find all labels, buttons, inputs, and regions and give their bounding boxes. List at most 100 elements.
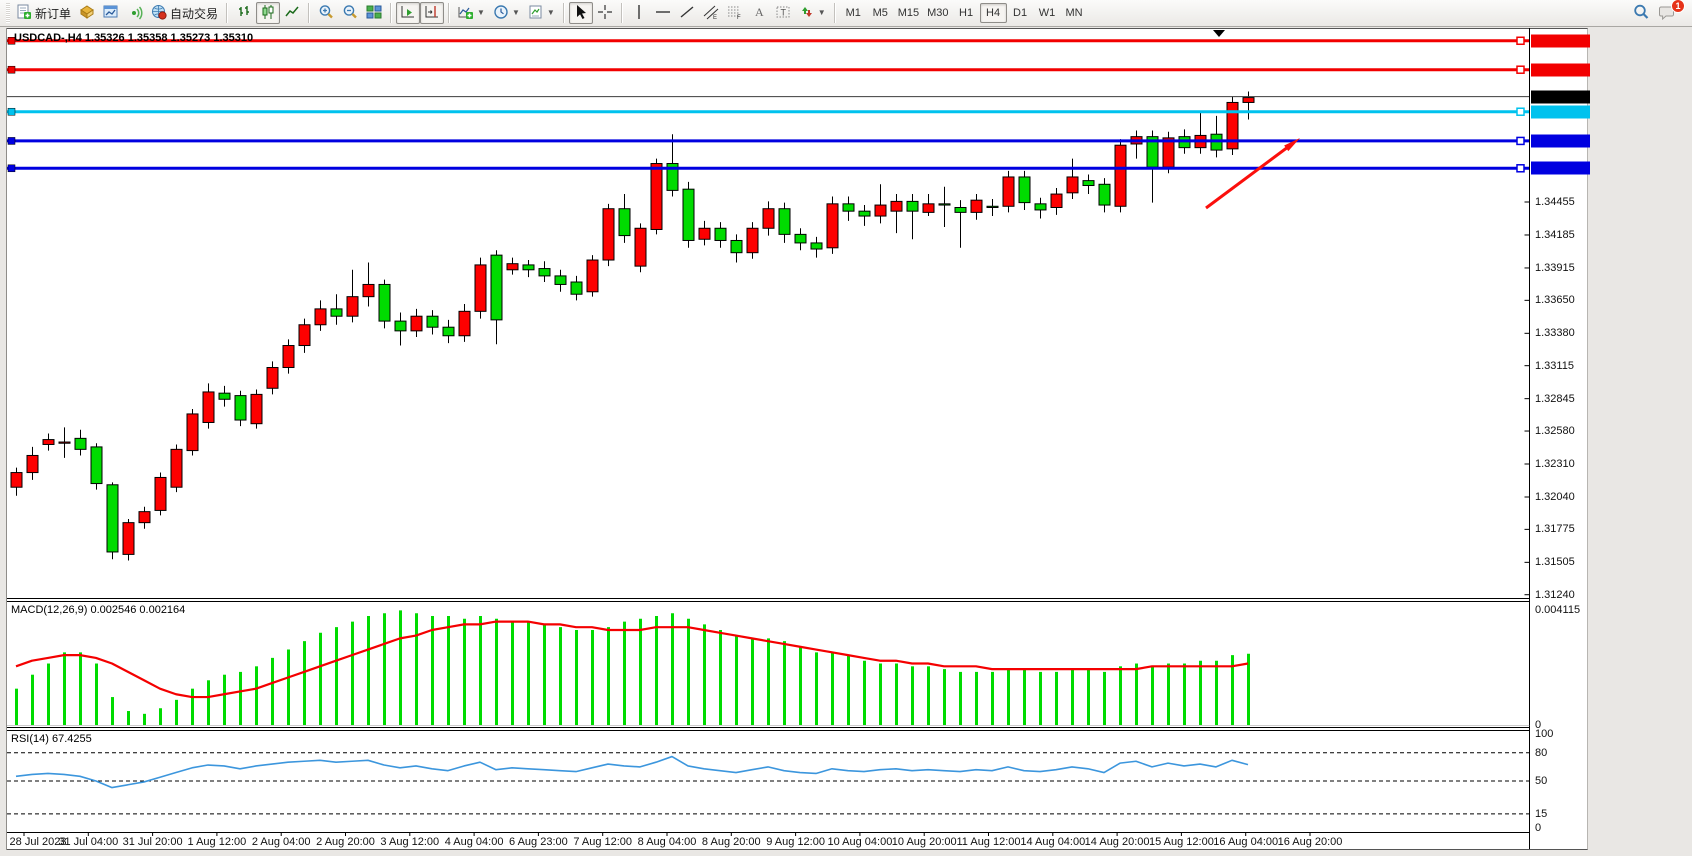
rsi-axis-80: 80 — [1535, 746, 1548, 759]
line-handle — [7, 37, 16, 45]
rsi-axis-100: 100 — [1535, 728, 1554, 740]
time-axis-label: 2 Aug 04:00 — [251, 836, 311, 848]
chart-shift-button[interactable] — [420, 2, 445, 24]
timeframe-mn-button[interactable]: MN — [1065, 7, 1083, 19]
macd-indicator-label: MACD(12,26,9) 0.002546 0.002164 — [11, 604, 186, 616]
time-axis-label: 8 Aug 20:00 — [701, 836, 761, 848]
text-button[interactable]: A — [747, 2, 771, 24]
chart-title: USDCAD-,H4 1.35326 1.35358 1.35273 1.353… — [14, 32, 254, 44]
price-line-badge — [1531, 134, 1590, 148]
price-tick-label: 1.33115 — [1535, 359, 1574, 372]
price-tick-label: 1.33380 — [1535, 327, 1575, 340]
chart-shift-icon — [424, 4, 440, 23]
search-icon — [1632, 3, 1650, 24]
templates-button[interactable]: ▼ — [524, 2, 559, 24]
tile-windows-icon — [366, 4, 382, 23]
search-button[interactable] — [1628, 2, 1654, 24]
indicators-icon — [458, 4, 474, 23]
line-handle — [1516, 36, 1525, 46]
timeframe-d1-button[interactable]: D1 — [1013, 7, 1028, 19]
line-handle — [1516, 107, 1525, 116]
charts-window-button[interactable] — [99, 2, 123, 24]
templates-caret-icon: ▼ — [546, 8, 555, 17]
arrow-annotation — [1205, 142, 1293, 210]
line-handle — [7, 65, 16, 74]
time-axis-label: 7 Aug 12:00 — [573, 836, 633, 848]
periods-button[interactable]: ▼ — [489, 2, 524, 24]
zoom-in-button[interactable] — [314, 2, 338, 24]
candlestick-chart-button[interactable] — [256, 2, 281, 24]
line-chart-button[interactable] — [280, 2, 304, 24]
periods-icon — [493, 4, 509, 23]
rsi-axis-15: 15 — [1535, 807, 1548, 820]
auto-scroll-button[interactable] — [396, 2, 421, 24]
label-button[interactable]: T — [771, 2, 795, 24]
timeframe-m5-button[interactable]: M5 — [872, 7, 888, 19]
time-axis-label: 9 Aug 12:00 — [766, 836, 825, 848]
timeframe-h1-button[interactable]: H1 — [959, 7, 974, 19]
trendline-icon — [679, 4, 695, 23]
notifications-button[interactable]: 1 — [1654, 0, 1685, 24]
arrows-button[interactable]: ▼ — [795, 2, 830, 24]
signals-icon — [127, 4, 143, 23]
time-axis-label: 2 Aug 20:00 — [316, 836, 375, 848]
svg-text:A: A — [755, 5, 764, 19]
auto-scroll-icon — [400, 4, 416, 23]
main-toolbar: 新订单 自动交易 ▼ ▼ — [0, 0, 1692, 27]
price-line-badge — [1531, 63, 1590, 77]
templates-icon — [528, 4, 544, 23]
zoom-out-button[interactable] — [338, 2, 362, 24]
price-tick-label: 1.31240 — [1535, 588, 1575, 601]
toolbar-separator — [620, 3, 623, 23]
zoom-in-icon — [318, 4, 334, 23]
macd-axis-max-label: 0.004115 — [1535, 604, 1581, 616]
channel-button[interactable]: E — [699, 2, 723, 24]
time-axis-label: 6 Aug 23:00 — [509, 836, 568, 848]
horizontal-line-button[interactable] — [651, 2, 675, 24]
new-order-icon — [16, 4, 32, 23]
price-line-badge — [1531, 161, 1590, 175]
time-axis-label: 15 Aug 12:00 — [1148, 836, 1214, 848]
timeframe-m15-button[interactable]: M15 — [897, 7, 920, 19]
autotrade-button[interactable]: 自动交易 — [147, 2, 222, 24]
label-icon: T — [775, 4, 791, 23]
timeframe-m30-button[interactable]: M30 — [927, 7, 949, 19]
toolbar-separator — [833, 3, 836, 23]
charts-window-icon — [103, 4, 119, 23]
price-line-badge — [1531, 105, 1590, 119]
price-tick-label: 1.34455 — [1535, 196, 1575, 208]
timeframe-w1-button[interactable]: W1 — [1038, 7, 1056, 19]
timeframe-h4-button[interactable]: H4 — [979, 3, 1007, 23]
tile-windows-button[interactable] — [362, 2, 386, 24]
bars-chart-button[interactable] — [232, 2, 256, 24]
arrows-icon — [799, 4, 815, 23]
chart-canvas[interactable] — [7, 28, 1530, 850]
indicators-button[interactable]: ▼ — [454, 2, 489, 24]
timeframe-m1-button[interactable]: M1 — [845, 7, 861, 19]
crosshair-button[interactable] — [593, 2, 617, 24]
arrows-caret-icon: ▼ — [817, 8, 826, 17]
price-tick-label: 1.33915 — [1535, 261, 1575, 274]
signals-button[interactable] — [123, 2, 147, 24]
notification-badge: 1 — [1671, 0, 1685, 13]
line-chart-icon — [284, 4, 300, 23]
toolbar-separator — [448, 3, 451, 23]
periods-caret-icon: ▼ — [511, 8, 520, 17]
new-order-button[interactable]: 新订单 — [12, 2, 75, 24]
market-button[interactable] — [75, 2, 99, 24]
chart-window-left-edge — [0, 28, 7, 850]
time-axis-label: 16 Aug 20:00 — [1277, 836, 1343, 848]
toolbar-separator — [226, 3, 229, 23]
time-axis-label: 28 Jul 2023 — [9, 836, 67, 848]
time-axis-label: 11 Aug 12:00 — [956, 836, 1021, 848]
fibonacci-button[interactable]: F — [723, 2, 747, 24]
trendline-button[interactable] — [675, 2, 699, 24]
vertical-line-button[interactable] — [627, 2, 651, 24]
toolbar-separator — [562, 3, 565, 23]
toolbar-grip[interactable] — [6, 3, 10, 23]
price-tick-label: 1.34185 — [1535, 228, 1575, 241]
price-tick-label: 1.32040 — [1535, 490, 1575, 503]
rsi-axis-50: 50 — [1535, 775, 1548, 787]
cursor-button[interactable] — [568, 2, 593, 24]
time-axis-label: 31 Jul 20:00 — [122, 836, 183, 848]
